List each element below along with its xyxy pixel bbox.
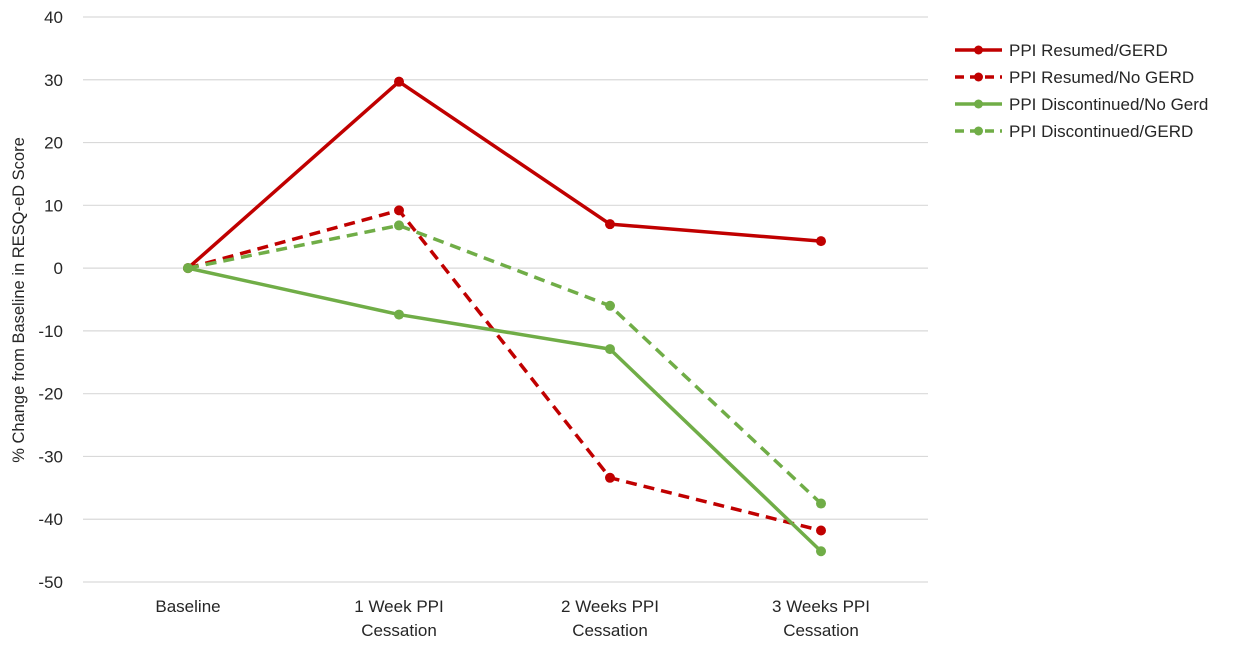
x-tick-label-line: Baseline (155, 597, 220, 616)
y-axis-label: % Change from Baseline in RESQ-eD Score (10, 137, 28, 463)
series-line (187, 223, 823, 505)
y-tick-label: 40 (44, 8, 63, 27)
series-lines (183, 76, 826, 557)
data-point (816, 236, 826, 247)
data-point (816, 498, 826, 509)
data-point (605, 472, 615, 483)
legend-item: PPI Resumed/GERD (955, 41, 1168, 60)
data-point (605, 219, 615, 230)
y-axis-ticks: 40 30 20 10 0 -10 -20 -30 -40 -50 (38, 8, 63, 592)
data-point (394, 76, 404, 87)
x-tick-label: Baseline (155, 597, 220, 616)
x-axis-ticks: Baseline 1 Week PPI Cessation 2 Weeks PPI Ce… (155, 597, 870, 640)
legend-item: PPI Discontinued/No Gerd (955, 95, 1208, 114)
series-4 (183, 220, 826, 509)
y-tick-label: 20 (44, 134, 63, 153)
legend-label: PPI Discontinued/GERD (1009, 122, 1193, 141)
gridlines (83, 16, 928, 583)
legend-label: PPI Resumed/GERD (1009, 41, 1168, 60)
y-tick-label: 30 (44, 71, 63, 90)
series-line (187, 266, 823, 553)
x-tick-label: 1 Week PPI Cessation (354, 597, 443, 640)
y-tick-label: -40 (38, 510, 63, 529)
legend-swatch-marker (974, 45, 983, 55)
y-tick-label: 0 (54, 259, 63, 278)
data-point (816, 525, 826, 536)
x-tick-label-line: 2 Weeks PPI (561, 597, 659, 616)
data-point (816, 546, 826, 557)
legend-item: PPI Resumed/No GERD (955, 68, 1194, 87)
x-tick-label: 3 Weeks PPI Cessation (772, 597, 870, 640)
y-tick-label: -10 (38, 322, 63, 341)
legend-swatch-marker (974, 126, 983, 136)
x-tick-label-line: Cessation (783, 621, 859, 640)
y-tick-label: -50 (38, 573, 63, 592)
x-tick-label: 2 Weeks PPI Cessation (561, 597, 659, 640)
data-point (605, 300, 615, 311)
data-point (394, 220, 404, 231)
series-3 (183, 263, 826, 557)
y-tick-label: -20 (38, 385, 63, 404)
data-point (605, 344, 615, 355)
legend-label: PPI Discontinued/No Gerd (1009, 95, 1208, 114)
series-2 (183, 205, 826, 536)
legend-swatch-marker (974, 99, 983, 109)
x-tick-label-line: Cessation (572, 621, 648, 640)
data-point (394, 205, 404, 216)
x-tick-label-line: 1 Week PPI (354, 597, 443, 616)
y-tick-label: -30 (38, 447, 63, 466)
series-line (186, 79, 822, 270)
x-tick-label-line: 3 Weeks PPI (772, 597, 870, 616)
series-line (187, 208, 822, 533)
legend-item: PPI Discontinued/GERD (955, 122, 1193, 141)
legend-swatch-marker (974, 72, 983, 82)
y-tick-label: 10 (44, 196, 63, 215)
legend-label: PPI Resumed/No GERD (1009, 68, 1194, 87)
x-tick-label-line: Cessation (361, 621, 437, 640)
data-point (394, 309, 404, 320)
legend: PPI Resumed/GERD PPI Resumed/No GERD PPI D… (955, 41, 1208, 141)
data-point (183, 263, 193, 274)
